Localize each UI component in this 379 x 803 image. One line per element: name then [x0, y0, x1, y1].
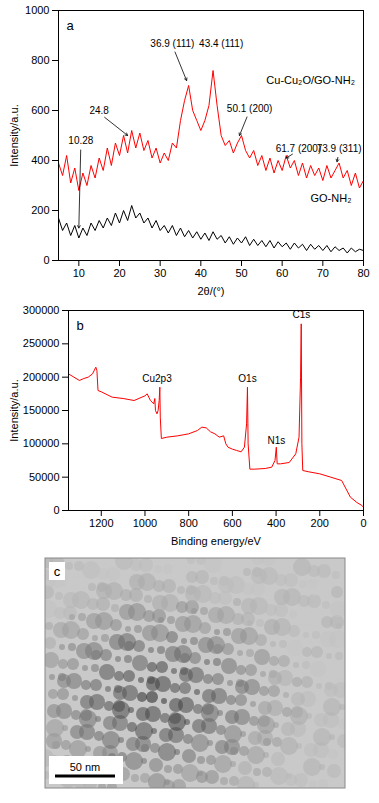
svg-text:60: 60	[276, 267, 288, 279]
svg-text:250000: 250000	[23, 337, 60, 349]
svg-text:24.8: 24.8	[89, 105, 109, 116]
svg-text:70: 70	[317, 267, 329, 279]
svg-text:40: 40	[195, 267, 207, 279]
svg-text:c: c	[54, 564, 61, 579]
svg-text:200: 200	[311, 517, 329, 529]
svg-text:Binding energy/eV: Binding energy/eV	[171, 535, 262, 547]
svg-text:43.4 (111): 43.4 (111)	[199, 38, 243, 49]
svg-text:0: 0	[43, 254, 49, 266]
svg-text:Intensity/a.u.: Intensity/a.u.	[8, 379, 20, 441]
svg-text:10.28: 10.28	[68, 135, 93, 146]
svg-text:150000: 150000	[23, 404, 60, 416]
svg-text:1200: 1200	[89, 517, 113, 529]
svg-text:400: 400	[267, 517, 285, 529]
svg-text:400: 400	[31, 154, 49, 166]
svg-text:1000: 1000	[25, 4, 49, 16]
svg-text:0: 0	[360, 517, 366, 529]
svg-text:Cu-Cu₂O/GO-NH₂: Cu-Cu₂O/GO-NH₂	[266, 74, 355, 86]
svg-text:30: 30	[154, 267, 166, 279]
svg-text:73.9 (311): 73.9 (311)	[317, 143, 362, 154]
svg-text:600: 600	[31, 104, 49, 116]
svg-text:100000: 100000	[23, 437, 60, 449]
svg-text:50000: 50000	[29, 471, 60, 483]
svg-text:2θ/(°): 2θ/(°)	[197, 285, 224, 297]
svg-text:Intensity/a.u.: Intensity/a.u.	[8, 104, 20, 166]
svg-text:GO-NH₂: GO-NH₂	[310, 192, 351, 204]
svg-text:50.1 (200): 50.1 (200)	[227, 103, 273, 114]
svg-text:800: 800	[31, 54, 49, 66]
svg-text:N1s: N1s	[267, 435, 285, 446]
svg-text:200: 200	[31, 204, 49, 216]
svg-text:600: 600	[223, 517, 241, 529]
svg-text:10: 10	[73, 267, 85, 279]
svg-text:a: a	[67, 18, 75, 33]
svg-text:0: 0	[53, 504, 59, 516]
svg-text:50: 50	[235, 267, 247, 279]
svg-text:36.9 (111): 36.9 (111)	[150, 38, 194, 49]
svg-text:C1s: C1s	[293, 309, 311, 320]
svg-text:50 nm: 50 nm	[70, 761, 101, 773]
svg-text:20: 20	[113, 267, 125, 279]
svg-text:1000: 1000	[133, 517, 157, 529]
svg-text:800: 800	[180, 517, 198, 529]
svg-text:200000: 200000	[23, 371, 60, 383]
svg-text:Cu2p3: Cu2p3	[142, 373, 172, 384]
svg-text:O1s: O1s	[238, 373, 256, 384]
svg-text:b: b	[77, 318, 84, 333]
svg-text:61.7 (200): 61.7 (200)	[276, 143, 322, 154]
svg-text:300000: 300000	[23, 304, 60, 316]
svg-text:80: 80	[357, 267, 369, 279]
